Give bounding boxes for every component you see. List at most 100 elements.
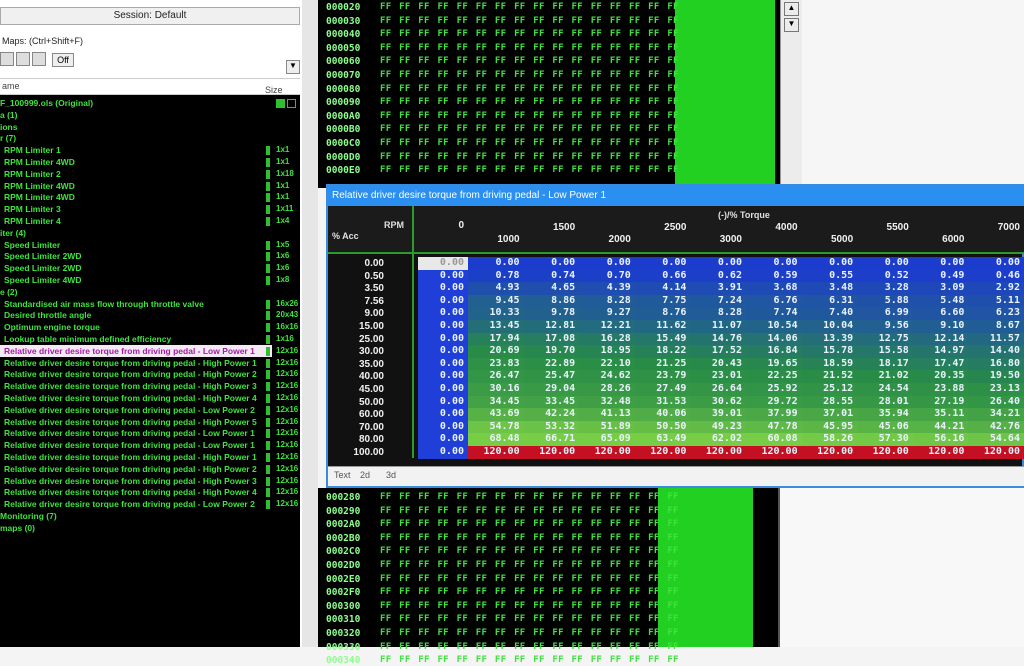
table-cell[interactable]: 16.80 <box>968 357 1024 371</box>
table-cell[interactable]: 3.91 <box>690 282 746 295</box>
table-cell[interactable]: 22.25 <box>746 370 802 383</box>
table-cell[interactable]: 6.23 <box>968 307 1024 320</box>
table-cell[interactable]: 14.40 <box>968 345 1024 358</box>
table-cell[interactable]: 42.76 <box>968 420 1024 434</box>
table-cell[interactable]: 68.48 <box>468 433 524 446</box>
table-cell[interactable]: 3.48 <box>801 282 858 295</box>
table-cell[interactable]: 14.76 <box>690 332 746 346</box>
table-cell[interactable]: 27.49 <box>634 383 691 396</box>
tool-button[interactable] <box>32 52 46 66</box>
table-cell[interactable]: 21.25 <box>634 357 691 371</box>
table-cell[interactable]: 20.69 <box>468 345 524 358</box>
table-cell[interactable]: 35.11 <box>912 408 969 421</box>
table-cell[interactable]: 0.00 <box>634 257 691 270</box>
table-cell[interactable]: 120.00 <box>912 446 969 459</box>
table-cell[interactable]: 33.45 <box>523 395 580 409</box>
tree-item[interactable]: Relative driver desire torque from drivi… <box>4 381 257 392</box>
table-cell[interactable]: 24.62 <box>579 370 635 383</box>
table-cell[interactable]: 34.45 <box>468 395 524 409</box>
table-cell[interactable]: 7.24 <box>690 294 746 308</box>
view-tab[interactable]: 3d <box>386 470 397 480</box>
table-cell[interactable]: 17.08 <box>523 332 580 346</box>
table-cell[interactable]: 26.40 <box>968 395 1024 409</box>
table-cell[interactable]: 10.04 <box>801 320 858 333</box>
table-cell[interactable]: 17.47 <box>912 357 969 371</box>
table-cell[interactable]: 45.95 <box>801 420 858 434</box>
view-tab[interactable]: 2d <box>360 470 371 480</box>
table-cell[interactable]: 23.88 <box>912 383 969 396</box>
table-cell[interactable]: 9.27 <box>579 307 635 320</box>
scroll-up[interactable]: ▲ <box>784 2 799 16</box>
table-cell[interactable]: 18.22 <box>634 345 691 358</box>
table-cell[interactable]: 17.94 <box>468 332 524 346</box>
table-cell[interactable]: 0.00 <box>418 357 468 371</box>
tree-item[interactable]: Relative driver desire torque from drivi… <box>4 416 257 427</box>
tree-item[interactable]: iter (4) <box>0 227 26 238</box>
table-cell[interactable]: 8.76 <box>634 307 691 320</box>
scrollbar[interactable]: ▲ ▼ <box>780 0 802 190</box>
table-cell[interactable]: 11.07 <box>690 320 746 333</box>
table-cell[interactable]: 25.92 <box>746 383 802 396</box>
table-cell[interactable]: 15.78 <box>801 345 858 358</box>
table-cell[interactable]: 58.26 <box>801 433 858 446</box>
tree-item[interactable]: Relative driver desire torque from drivi… <box>4 452 257 462</box>
table-cell[interactable]: 0.62 <box>690 269 746 283</box>
table-cell[interactable]: 10.33 <box>468 307 524 320</box>
table-cell[interactable]: 0.52 <box>857 269 913 283</box>
table-cell[interactable]: 8.86 <box>523 294 580 308</box>
table-cell[interactable]: 120.00 <box>801 446 858 459</box>
table-cell[interactable]: 17.52 <box>690 345 746 358</box>
table-cell[interactable]: 23.13 <box>968 383 1024 396</box>
table-cell[interactable]: 62.02 <box>690 433 746 446</box>
tree-item[interactable]: Standardised air mass flow through throt… <box>4 298 204 309</box>
table-cell[interactable]: 45.06 <box>857 420 913 434</box>
tree-item[interactable]: Relative driver desire torque from drivi… <box>4 357 257 368</box>
tree-item[interactable]: r (7) <box>0 133 17 144</box>
tree-item[interactable]: Relative driver desire torque from drivi… <box>4 393 257 403</box>
tree-item[interactable]: Speed Limiter <box>4 239 61 250</box>
table-cell[interactable]: 0.00 <box>418 420 468 434</box>
table-cell[interactable]: 19.50 <box>968 370 1024 383</box>
table-cell[interactable]: 51.89 <box>579 420 635 434</box>
tree-item[interactable]: Relative driver desire torque from drivi… <box>4 475 257 486</box>
table-cell[interactable]: 0.00 <box>579 257 635 270</box>
table-cell[interactable]: 12.81 <box>523 320 580 333</box>
table-cell[interactable]: 63.49 <box>634 433 691 446</box>
table-cell[interactable]: 25.47 <box>523 370 580 383</box>
table-cell[interactable]: 57.30 <box>857 433 913 446</box>
table-cell[interactable]: 65.09 <box>579 433 635 446</box>
scroll-down[interactable]: ▼ <box>784 18 799 32</box>
table-cell[interactable]: 20.43 <box>690 357 746 371</box>
dropdown-button[interactable]: ▼ <box>286 60 300 74</box>
table-cell[interactable]: 0.78 <box>468 269 524 283</box>
table-cell[interactable]: 0.66 <box>634 269 691 283</box>
table-cell[interactable]: 60.08 <box>746 433 802 446</box>
tree-item[interactable]: Optimum engine torque <box>4 322 100 333</box>
table-cell[interactable]: 41.13 <box>579 408 635 421</box>
table-cell[interactable]: 0.00 <box>523 257 580 270</box>
table-cell[interactable]: 0.00 <box>418 282 468 295</box>
table-cell[interactable]: 0.00 <box>418 433 468 446</box>
table-cell[interactable]: 22.89 <box>523 357 580 371</box>
tree-item[interactable]: Speed Limiter 4WD <box>4 275 82 285</box>
tree-item[interactable]: Monitoring (7) <box>0 511 57 521</box>
table-cell[interactable]: 39.01 <box>690 408 746 421</box>
table-cell[interactable]: 25.12 <box>801 383 858 396</box>
table-cell[interactable]: 6.76 <box>746 294 802 308</box>
tree-item[interactable]: F_100999.ols (Original) <box>0 98 94 108</box>
table-cell[interactable]: 12.14 <box>912 332 969 346</box>
table-cell[interactable]: 0.00 <box>418 408 468 421</box>
tree-item[interactable]: RPM Limiter 3 <box>4 204 61 215</box>
tree-item[interactable]: Relative driver desire torque from drivi… <box>4 345 255 356</box>
tree-item[interactable]: Desired throttle angle <box>4 310 92 321</box>
table-cell[interactable]: 5.48 <box>912 294 969 308</box>
table-cell[interactable]: 4.14 <box>634 282 691 295</box>
table-cell[interactable]: 8.28 <box>579 294 635 308</box>
table-cell[interactable]: 8.28 <box>690 307 746 320</box>
tree-item[interactable]: e (2) <box>0 286 18 297</box>
tree-item[interactable]: Speed Limiter 2WD <box>4 251 82 262</box>
table-cell[interactable]: 0.00 <box>418 257 468 270</box>
table-cell[interactable]: 47.78 <box>746 420 802 434</box>
table-cell[interactable]: 5.11 <box>968 294 1024 308</box>
table-cell[interactable]: 10.54 <box>746 320 802 333</box>
